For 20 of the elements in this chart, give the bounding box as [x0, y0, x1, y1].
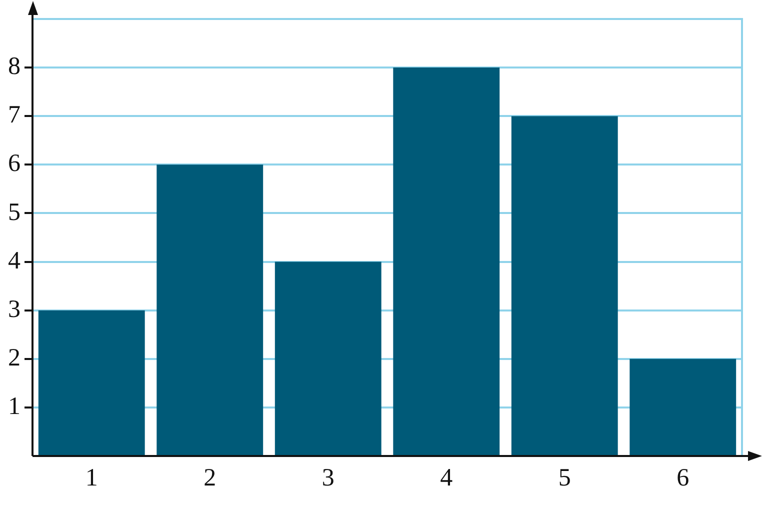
y-tick-label: 4 [8, 247, 21, 274]
y-tick-label: 2 [8, 344, 20, 372]
y-tick-label: 1 [8, 393, 20, 420]
y-tick-label: 7 [8, 102, 20, 129]
bar [156, 164, 264, 456]
y-tick-label: 5 [8, 198, 20, 226]
bar [630, 358, 736, 456]
bar [274, 262, 382, 456]
bar [393, 68, 500, 456]
y-tick-label: 3 [8, 296, 20, 323]
x-tick-label: 1 [85, 464, 98, 492]
bar [511, 116, 618, 456]
y-tick-label: 8 [8, 53, 20, 80]
x-tick-label: 6 [676, 464, 690, 492]
x-tick-label: 4 [440, 464, 454, 492]
x-tick-label: 5 [558, 464, 571, 492]
bar [38, 310, 145, 456]
x-tick-label: 3 [322, 464, 334, 492]
x-tick-label: 2 [204, 464, 216, 492]
y-tick-label: 6 [8, 150, 20, 178]
